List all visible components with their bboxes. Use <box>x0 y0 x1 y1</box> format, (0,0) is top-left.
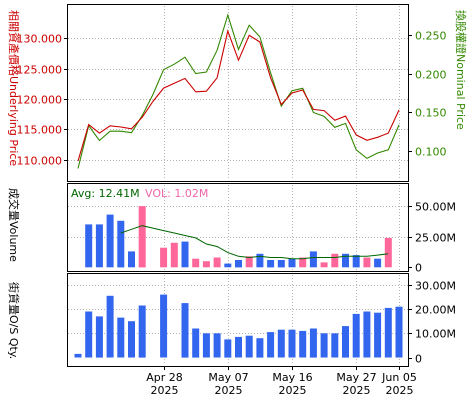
x-tick-year-label: 2025 <box>343 384 371 397</box>
sq-bar <box>363 311 371 358</box>
sq-bar <box>138 305 146 358</box>
sq-bar <box>128 321 135 358</box>
sq-bar <box>181 303 189 358</box>
sq-bar <box>277 329 285 358</box>
underlying-tick-label: 120.000 <box>17 94 63 107</box>
volume-bar <box>320 262 328 268</box>
x-tick-date-label: Jun 05 <box>381 371 417 384</box>
nominal-tick-label: 0.200 <box>415 69 447 82</box>
volume-bar <box>374 258 382 268</box>
avg-volume-text: Avg: 12.41M <box>71 187 140 200</box>
volume-bar <box>256 253 264 268</box>
volume-bar <box>288 258 296 268</box>
sq-tick-label: 30.00M <box>415 280 456 293</box>
volume-bar <box>224 263 232 268</box>
underlying-tick-label: 110.000 <box>17 155 63 168</box>
sq-tick-label: 0 <box>415 353 422 366</box>
volume-bar <box>160 247 168 268</box>
underlying-tick-label: 115.000 <box>17 124 63 137</box>
volume-tick-label: 50.00M <box>415 201 456 214</box>
tick-layer: 110.000 115.000 120.000 125.000 130.000 0.100… <box>17 30 456 398</box>
x-tick-year-label: 2025 <box>215 384 243 397</box>
x-tick-year-label: 2025 <box>279 384 307 397</box>
sq-bar <box>213 333 221 358</box>
nominal-price-line <box>77 13 400 169</box>
sq-bar <box>192 328 200 358</box>
x-tick-year-label: 2025 <box>386 384 414 397</box>
sq-bar <box>95 316 103 358</box>
mark-layer <box>74 13 403 358</box>
average-volume-line <box>120 225 389 260</box>
volume-bar <box>128 251 135 268</box>
x-tick-year-label: 2025 <box>151 384 179 397</box>
sq-bar <box>288 329 296 358</box>
sq-bar <box>395 306 403 358</box>
underlying-price-line <box>77 29 400 162</box>
sq-bar <box>85 311 93 358</box>
sq-bar <box>309 328 317 358</box>
volume-bar <box>235 260 242 268</box>
volume-bar <box>384 237 392 268</box>
sq-bar <box>320 333 328 358</box>
sq-label: 街貨量O/S Qty. <box>7 282 21 359</box>
volume-bar <box>138 206 146 268</box>
sq-bar <box>256 338 264 358</box>
sq-bar <box>235 336 242 358</box>
sq-tick-label: 20.00M <box>415 304 456 317</box>
volume-bar <box>181 241 189 268</box>
nominal-tick-label: 0.100 <box>415 146 447 159</box>
nominal-tick-label: 0.250 <box>415 30 447 43</box>
sq-bar <box>374 312 382 358</box>
volume-panel <box>67 183 409 272</box>
volume-bar <box>309 251 317 268</box>
nominal-price-label: 換股權證Nominal Price <box>454 10 468 130</box>
sq-bar <box>106 295 114 358</box>
sq-bar <box>267 332 275 358</box>
sq-bar <box>245 335 253 358</box>
volume-bar <box>299 257 307 268</box>
x-tick-date-label: Apr 28 <box>146 371 183 384</box>
underlying-price-label: 相關資產價格Underlying Price <box>7 10 21 166</box>
nominal-tick-label: 0.150 <box>415 107 447 120</box>
current-volume-text: VOL: 1.02M <box>145 187 208 200</box>
volume-tick-label: 0 <box>415 262 422 275</box>
x-tick-date-label: May 07 <box>208 371 248 384</box>
volume-bar <box>85 224 93 268</box>
volume-bar <box>117 220 125 268</box>
volume-bar <box>95 224 103 268</box>
sq-bar <box>384 307 392 358</box>
volume-bar <box>331 253 339 268</box>
sq-bar <box>352 313 360 358</box>
sq-bar <box>331 333 339 358</box>
volume-bar <box>342 253 349 268</box>
x-tick-date-label: May 27 <box>336 371 376 384</box>
volume-bar <box>106 214 114 268</box>
underlying-tick-label: 130.000 <box>17 33 63 46</box>
volume-bar <box>213 257 221 268</box>
volume-bar <box>170 242 178 268</box>
volume-bar <box>202 261 210 268</box>
volume-bar <box>245 256 253 268</box>
x-tick-date-label: May 16 <box>272 371 312 384</box>
sq-bar <box>117 317 125 358</box>
sq-bar <box>224 339 232 358</box>
price-panel <box>67 4 409 182</box>
volume-bar <box>277 260 285 268</box>
sq-bar <box>299 330 307 358</box>
volume-bar <box>363 257 371 268</box>
volume-bar <box>267 260 275 268</box>
sq-tick-label: 10.00M <box>415 328 456 341</box>
volume-bar <box>192 258 200 268</box>
volume-label: 成交量Volume <box>7 188 21 262</box>
sq-bar <box>74 353 82 358</box>
volume-tick-label: 25.00M <box>415 232 456 245</box>
sq-bar <box>202 333 210 358</box>
volume-bar <box>352 255 360 268</box>
underlying-tick-label: 125.000 <box>17 64 63 77</box>
sq-bar <box>160 294 168 358</box>
sq-bar <box>342 326 349 358</box>
